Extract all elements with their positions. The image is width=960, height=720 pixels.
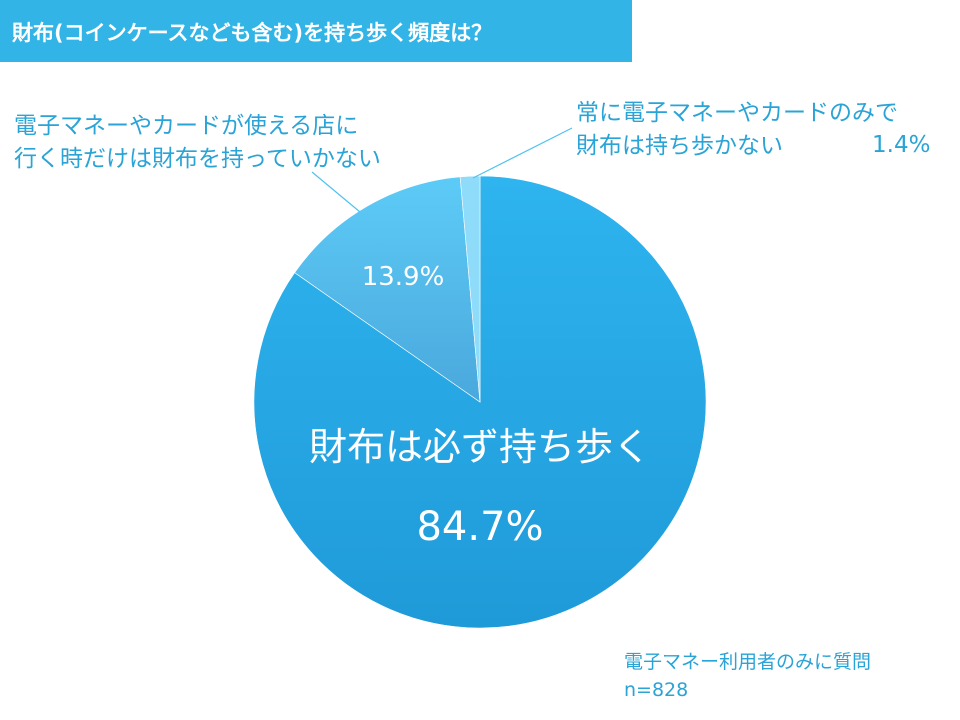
leader-line-never-carry: [472, 127, 573, 179]
pie-slices: [253, 175, 707, 629]
leader-line-store-only: [311, 171, 361, 213]
pie-slice-never-carry: [459, 175, 481, 403]
callout-store-only-line1: 電子マネーやカードが使える店に: [14, 113, 359, 139]
leader-lines: [311, 127, 573, 213]
chart-title: 財布(コインケースなども含む)を持ち歩く頻度は？: [12, 21, 493, 45]
callout-never-carry-percent: 1.4%: [872, 132, 931, 158]
pie-slice-store-only: [294, 176, 481, 403]
slice-labels: 財布は必ず持ち歩く 84.7% 13.9%: [309, 262, 651, 550]
slice-value-store-only: 13.9%: [362, 262, 445, 292]
slice-label-always-carry: 財布は必ず持ち歩く: [309, 425, 651, 469]
survey-note-sample-size: n=828: [624, 679, 689, 701]
callout-never-carry: 常に電子マネーやカードのみで 財布は持ち歩かない: [576, 97, 898, 163]
callout-store-only: 電子マネーやカードが使える店に 行く時だけは財布を持っていかない: [14, 110, 381, 176]
survey-note-scope: 電子マネー利用者のみに質問: [624, 651, 872, 673]
callout-never-carry-line2: 財布は持ち歩かない: [576, 133, 783, 159]
slice-value-always-carry: 84.7%: [416, 504, 543, 550]
title-banner: 財布(コインケースなども含む)を持ち歩く頻度は？: [0, 0, 632, 62]
survey-note: 電子マネー利用者のみに質問 n=828: [624, 648, 871, 704]
callout-never-carry-line1: 常に電子マネーやカードのみで: [576, 100, 898, 126]
callout-store-only-line2: 行く時だけは財布を持っていかない: [14, 146, 381, 172]
